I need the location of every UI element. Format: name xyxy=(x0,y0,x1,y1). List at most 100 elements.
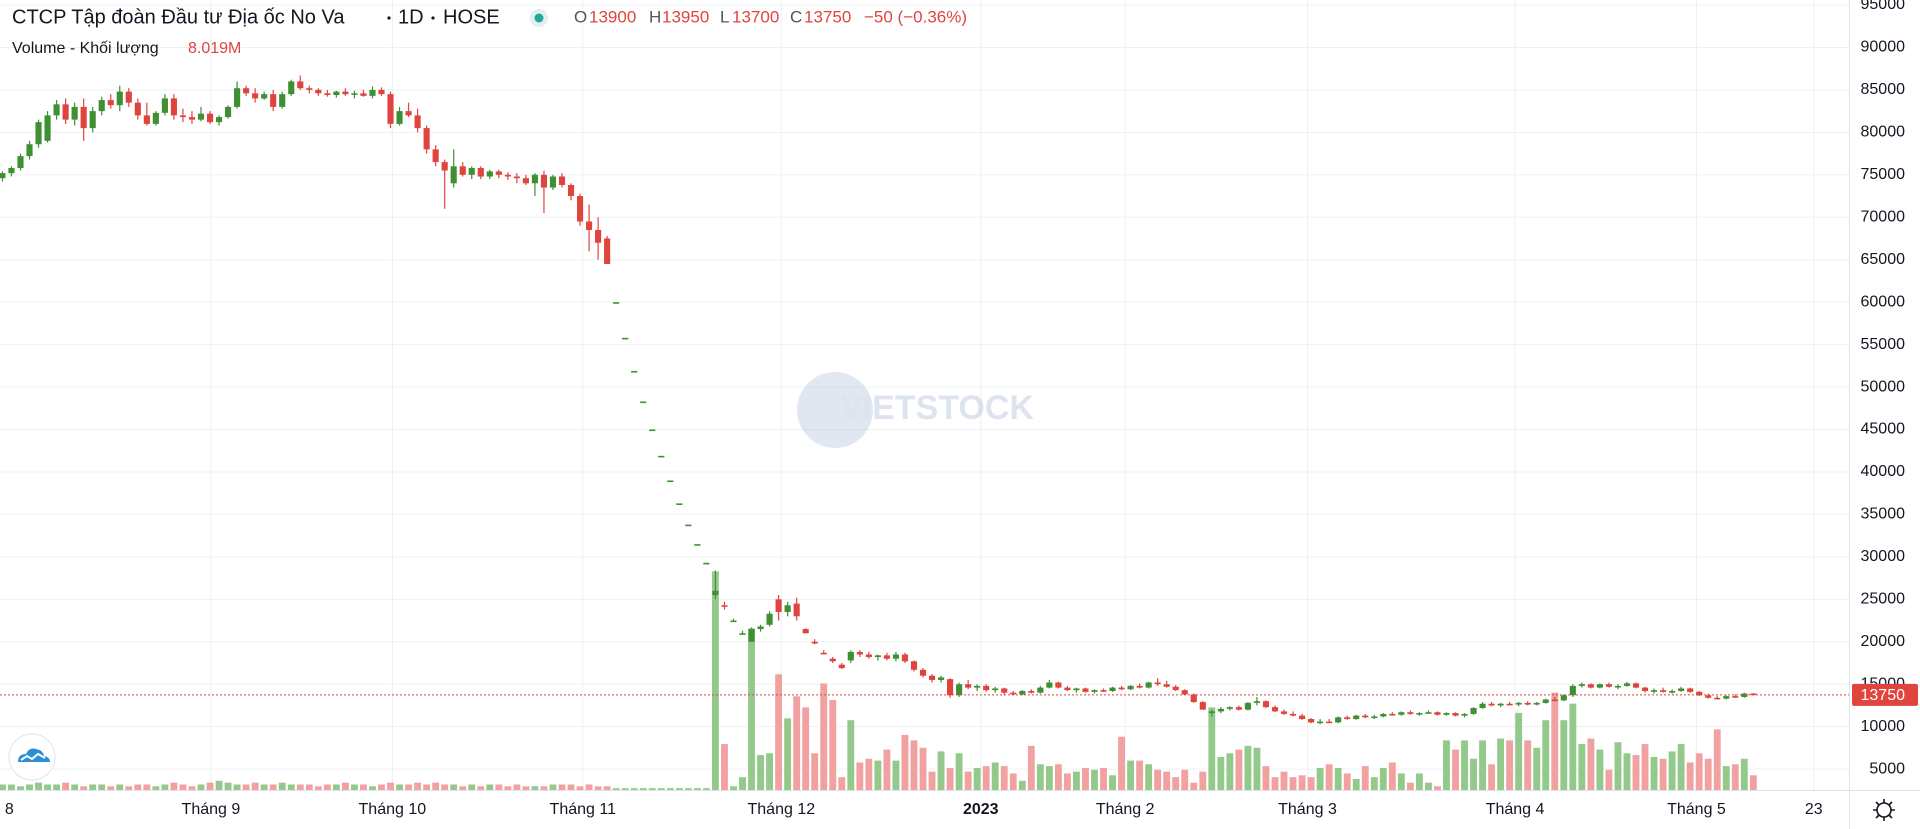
volume-bar xyxy=(170,782,178,790)
candle-body xyxy=(1389,713,1396,716)
volume-bar xyxy=(1704,758,1712,790)
candle-body xyxy=(1425,712,1432,714)
logo-cloud xyxy=(18,748,50,762)
volume-bar xyxy=(1533,747,1541,790)
volume-bar xyxy=(675,788,683,790)
x-tick-label: Tháng 8 xyxy=(0,801,14,818)
candle-body xyxy=(613,302,620,304)
candle-body xyxy=(224,106,232,118)
volume-bar xyxy=(901,734,909,790)
volume-bar xyxy=(1596,749,1604,790)
volume-bar xyxy=(1659,758,1667,790)
y-tick-label: 30000 xyxy=(1861,548,1906,565)
volume-bar xyxy=(1343,773,1351,790)
volume-bar xyxy=(982,766,990,790)
x-tick-label: Tháng 9 xyxy=(182,801,241,818)
x-tick-label: Tháng 4 xyxy=(1486,801,1545,818)
volume-bar xyxy=(152,786,160,790)
volume-bar xyxy=(1632,755,1640,790)
candle-body xyxy=(1524,702,1531,705)
volume-bar xyxy=(684,788,692,790)
candle-body xyxy=(721,605,728,607)
candle-body xyxy=(369,89,376,96)
volume-bar xyxy=(1713,729,1721,790)
volume-bar xyxy=(1154,769,1162,790)
candle-body xyxy=(558,176,566,185)
volume-bar xyxy=(1749,775,1757,790)
volume-bar xyxy=(350,784,358,790)
y-tick-label: 50000 xyxy=(1861,378,1906,395)
candle-body xyxy=(937,677,945,680)
volume-bar xyxy=(585,784,593,790)
volume-bar xyxy=(369,786,376,790)
volume-bar xyxy=(1145,764,1153,790)
candle-body xyxy=(1073,688,1080,691)
candle-body xyxy=(739,633,746,635)
separator xyxy=(431,16,435,20)
volume-bar xyxy=(1280,771,1288,790)
volume-bar xyxy=(1000,766,1008,790)
volume-bar xyxy=(296,784,304,790)
candle-body xyxy=(1244,702,1251,710)
y-tick-label: 75000 xyxy=(1861,166,1906,183)
header: CTCP Tập đoàn Đầu tư Địa ốc No Va 1D HOS… xyxy=(12,6,967,57)
candle-body xyxy=(1542,699,1549,703)
volume-bar xyxy=(233,784,241,790)
logo-button[interactable] xyxy=(8,733,56,781)
watermark-text: VIETSTOCK xyxy=(840,389,1034,427)
volume-bar xyxy=(242,784,250,790)
candle-body xyxy=(1732,696,1739,698)
candle-body xyxy=(1028,691,1035,693)
last-price-label: 13750 xyxy=(1861,687,1906,704)
volume-bar xyxy=(739,777,746,790)
candle-body xyxy=(1299,715,1306,720)
interval: 1D xyxy=(398,6,424,28)
volume-bar xyxy=(495,784,503,790)
volume-bar xyxy=(1424,782,1432,790)
candle-body xyxy=(1353,715,1360,720)
candle-body xyxy=(396,111,403,124)
candle-body xyxy=(1687,688,1694,692)
candle-body xyxy=(685,524,692,527)
volume-bar xyxy=(35,782,42,790)
volume-bar xyxy=(892,760,900,790)
volume-bar xyxy=(757,755,764,790)
volume-bar xyxy=(1271,777,1279,790)
x-tick-label: 23 xyxy=(1805,801,1823,818)
candle-body xyxy=(576,196,584,222)
volume-bar xyxy=(1515,712,1523,790)
volume-bar xyxy=(1551,692,1559,790)
volume-bar xyxy=(513,784,521,790)
candle-body xyxy=(1678,688,1685,692)
volume-bar xyxy=(1217,756,1225,790)
candle-body xyxy=(1082,688,1089,692)
volume-bar xyxy=(0,784,6,790)
volume-bar xyxy=(1082,767,1089,790)
candle-body xyxy=(1172,686,1179,691)
volume-bar xyxy=(838,777,846,790)
candle-body xyxy=(1326,721,1333,724)
volume-bar xyxy=(1009,773,1017,790)
candle-body xyxy=(1235,707,1242,710)
volume-bar xyxy=(134,784,142,790)
volume-bar xyxy=(287,784,295,790)
volume-bar xyxy=(1479,740,1487,790)
candle-body xyxy=(1515,702,1522,705)
volume-bar xyxy=(1073,771,1080,790)
settings-button[interactable] xyxy=(1873,799,1895,821)
volume-bar xyxy=(648,788,656,790)
volume-bar xyxy=(1623,753,1631,790)
candle-body xyxy=(486,171,493,177)
candle-body xyxy=(152,112,159,124)
candle-body xyxy=(567,184,575,197)
volume-bar xyxy=(477,786,485,790)
volume-bar xyxy=(721,744,728,790)
volume-bar xyxy=(1587,738,1595,790)
y-tick-label: 70000 xyxy=(1861,208,1906,225)
y-tick-label: 45000 xyxy=(1861,421,1906,438)
candle-body xyxy=(53,104,60,116)
volume-bar xyxy=(712,571,719,790)
candle-body xyxy=(1407,712,1414,714)
volume-bars xyxy=(0,571,1757,790)
